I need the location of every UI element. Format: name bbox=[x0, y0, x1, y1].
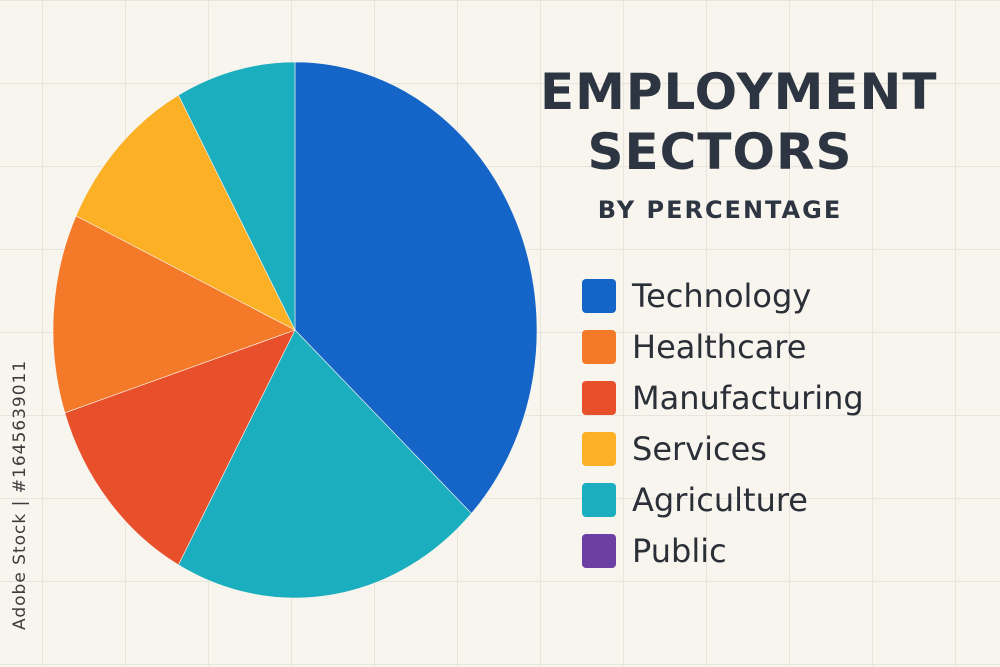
legend-swatch bbox=[582, 482, 616, 517]
legend-item-technology: Technology bbox=[582, 270, 864, 321]
pie-slice-technology-0 bbox=[294, 61, 538, 514]
legend-swatch bbox=[582, 533, 616, 568]
legend-swatch bbox=[582, 278, 616, 313]
pie-slice-agriculture-5 bbox=[178, 61, 296, 331]
legend-swatch bbox=[582, 380, 616, 415]
legend-item-agriculture: Agriculture bbox=[582, 474, 864, 525]
legend-swatch bbox=[582, 431, 616, 466]
legend: Technology Healthcare Manufacturing Service… bbox=[582, 270, 864, 576]
pie-chart bbox=[52, 61, 538, 599]
pie-slice-manufacturing-2 bbox=[64, 329, 296, 566]
legend-label: Manufacturing bbox=[632, 378, 864, 417]
legend-item-manufacturing: Manufacturing bbox=[582, 372, 864, 423]
chart-subtitle: BY PERCENTAGE bbox=[597, 196, 843, 224]
legend-item-public: Public bbox=[582, 525, 864, 576]
legend-label: Public bbox=[632, 531, 727, 570]
legend-swatch bbox=[582, 329, 616, 364]
title-block: EMPLOYMENT SECTORS BY PERCENTAGE bbox=[540, 62, 938, 224]
pie-slice-healthcare-3 bbox=[52, 215, 296, 414]
legend-label: Services bbox=[632, 429, 767, 468]
pie-slice-services-4 bbox=[75, 94, 296, 331]
legend-label: Technology bbox=[632, 276, 812, 315]
legend-item-healthcare: Healthcare bbox=[582, 321, 864, 372]
legend-label: Healthcare bbox=[632, 327, 807, 366]
legend-label: Agriculture bbox=[632, 480, 808, 519]
pie-slice-agriculture-1 bbox=[178, 329, 472, 599]
stock-watermark-id: Adobe Stock | #1645639011 bbox=[10, 359, 30, 630]
legend-item-services: Services bbox=[582, 423, 864, 474]
chart-title: EMPLOYMENT SECTORS bbox=[540, 63, 938, 181]
